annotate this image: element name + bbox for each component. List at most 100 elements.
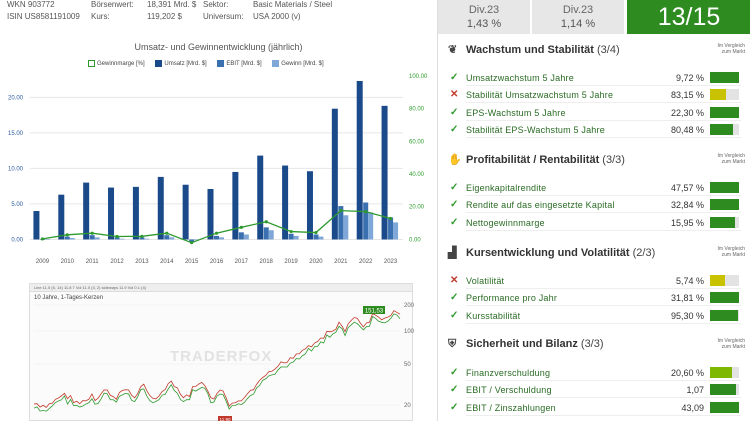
criterion-value: 83,15 %	[670, 90, 704, 101]
criterion-row[interactable]: ✓ EPS-Wachstum 5 Jahre 22,30 %	[438, 104, 750, 121]
rating-bar-fill	[710, 401, 739, 413]
margin-point	[115, 234, 119, 239]
section-title-text: Sicherheit und Bilanz	[466, 338, 581, 350]
row-divider	[466, 288, 741, 289]
bar-profit	[119, 238, 125, 240]
rating-bar-fill	[710, 292, 739, 304]
x-tick-label: 2010	[61, 259, 75, 265]
bar-revenue	[58, 194, 65, 240]
legend-profit: Gewinn [Mrd. $]	[281, 60, 324, 67]
y2-tick-label: 80.00	[409, 107, 425, 113]
bar-revenue	[33, 211, 40, 240]
compare-label: Im Vergleich zum Markt	[717, 153, 745, 165]
margin-point	[364, 210, 368, 214]
criterion-name: Finanzverschuldung	[466, 368, 551, 378]
rating-bar	[710, 72, 739, 83]
x-tick-label: 2014	[160, 259, 174, 265]
criterion-row[interactable]: ✕ Stabilität Umsatzwachstum 5 Jahre 83,15 …	[438, 86, 750, 104]
rating-bar-fill	[710, 182, 739, 193]
bar-revenue	[182, 184, 189, 240]
check-icon: ✓	[450, 401, 459, 413]
y2-tick-label: 40.00	[409, 172, 425, 178]
bar-revenue	[232, 171, 239, 240]
bar-revenue	[282, 165, 289, 240]
criterion-row[interactable]: ✓ Kursstabilität 95,30 %	[438, 307, 750, 324]
check-icon: ✓	[450, 182, 459, 193]
criterion-row[interactable]: ✓ EBIT / Verschuldung 1,07	[438, 381, 750, 399]
bar-ebit	[263, 227, 269, 240]
bar-ebit	[189, 239, 195, 242]
section-title-text: Kursentwicklung und Volatilität	[466, 247, 633, 259]
wkn: WKN 903772	[7, 0, 55, 9]
sprout-icon: ❦	[448, 44, 458, 56]
rating-bar	[710, 309, 739, 321]
last-price-value: 151,53	[365, 309, 384, 315]
criterion-row[interactable]: ✓ EBIT / Zinszahlungen 43,09	[438, 399, 750, 416]
criterion-value: 15,95 %	[670, 217, 704, 228]
section-count: (3/3)	[602, 154, 625, 166]
sector-value: Basic Materials / Steel	[253, 0, 333, 9]
row-divider	[466, 195, 741, 196]
last-price-tag	[363, 306, 385, 314]
criterion-row[interactable]: ✕ Volatilität 5,74 %	[438, 272, 750, 289]
row-divider	[466, 305, 741, 307]
bar-profit	[194, 239, 200, 241]
bar-revenue	[108, 187, 115, 240]
rating-bar	[710, 106, 739, 118]
rating-bar	[710, 199, 739, 211]
row-divider	[466, 102, 741, 104]
bar-profit	[94, 237, 100, 240]
bar-revenue	[207, 188, 214, 240]
bar-ebit	[214, 235, 219, 240]
x-tick-label: 2011	[86, 259, 100, 265]
legend-swatch-ebit	[217, 60, 225, 67]
margin-point	[214, 231, 219, 235]
bar-revenue	[83, 182, 90, 240]
margin-point	[40, 237, 45, 241]
margin-point	[140, 234, 144, 238]
rating-bar	[710, 292, 739, 304]
price-value: 119,202 $	[147, 12, 182, 21]
row-divider	[466, 229, 741, 231]
chart-title: Umsatz- und Gewinnentwicklung (jährlich)	[134, 42, 303, 52]
x-tick-label: 2016	[210, 259, 224, 265]
universe-value: USA 2000 (v)	[253, 12, 301, 21]
bar-ebit	[238, 232, 244, 240]
margin-point	[388, 216, 393, 221]
criterion-row[interactable]: ✓ Rendite auf das eingesetzte Kapital 32,8…	[438, 196, 750, 214]
bar-ebit	[388, 217, 394, 240]
criterion-row[interactable]: ✓ Eigenkapitalrendite 47,57 %	[438, 179, 750, 196]
criterion-name: EBIT / Zinszahlungen	[466, 402, 556, 413]
legend-margin: Gewinnmarge [%]	[97, 60, 145, 67]
bar-ebit	[164, 235, 170, 240]
x-tick-label: 2013	[135, 259, 149, 265]
criterion-row[interactable]: ✓ Performance pro Jahr 31,81 %	[438, 289, 750, 307]
section-title: ❦ Wachstum und Stabilität (3/4)	[448, 43, 620, 56]
criterion-row[interactable]: ✓ Umsatzwachstum 5 Jahre 9,72 %	[438, 69, 750, 86]
compare-label: Im Vergleich zum Markt	[717, 246, 745, 258]
criterion-name: Rendite auf das eingesetzte Kapital	[466, 200, 615, 211]
section-title: ▟ Kursentwicklung und Volatilität (2/3)	[448, 246, 655, 259]
price-line-green	[33, 313, 401, 412]
criterion-value: 95,30 %	[670, 310, 704, 321]
y-tick-label: 10.00	[8, 166, 24, 172]
criterion-value: 5,74 %	[675, 276, 704, 286]
criterion-name: Umsatzwachstum 5 Jahre	[466, 73, 574, 83]
criterion-value: 43,09	[681, 402, 704, 413]
criterion-row[interactable]: ✓ Stabilität EPS-Wachstum 5 Jahre 80,48 %	[438, 121, 750, 138]
bar-ebit	[139, 237, 145, 240]
rating-bar-fill	[710, 89, 726, 101]
criterion-row[interactable]: ✓ Finanzverschuldung 20,60 %	[438, 364, 750, 381]
bar-profit	[44, 239, 50, 240]
x-tick-label: 2021	[334, 259, 348, 265]
criterion-row[interactable]: ✓ Nettogewinnmarge 15,95 %	[438, 214, 750, 231]
x-tick-label: 2020	[309, 259, 323, 265]
margin-point	[264, 220, 268, 224]
left-panel: WKN 903772 ISIN US8581191009 Börsenwert:…	[7, 0, 428, 421]
check-icon: ✓	[450, 72, 459, 83]
bar-profit	[318, 236, 324, 240]
rating-bar	[710, 216, 739, 228]
dividend-label: Div.23	[562, 4, 594, 16]
bar-profit	[368, 212, 374, 240]
